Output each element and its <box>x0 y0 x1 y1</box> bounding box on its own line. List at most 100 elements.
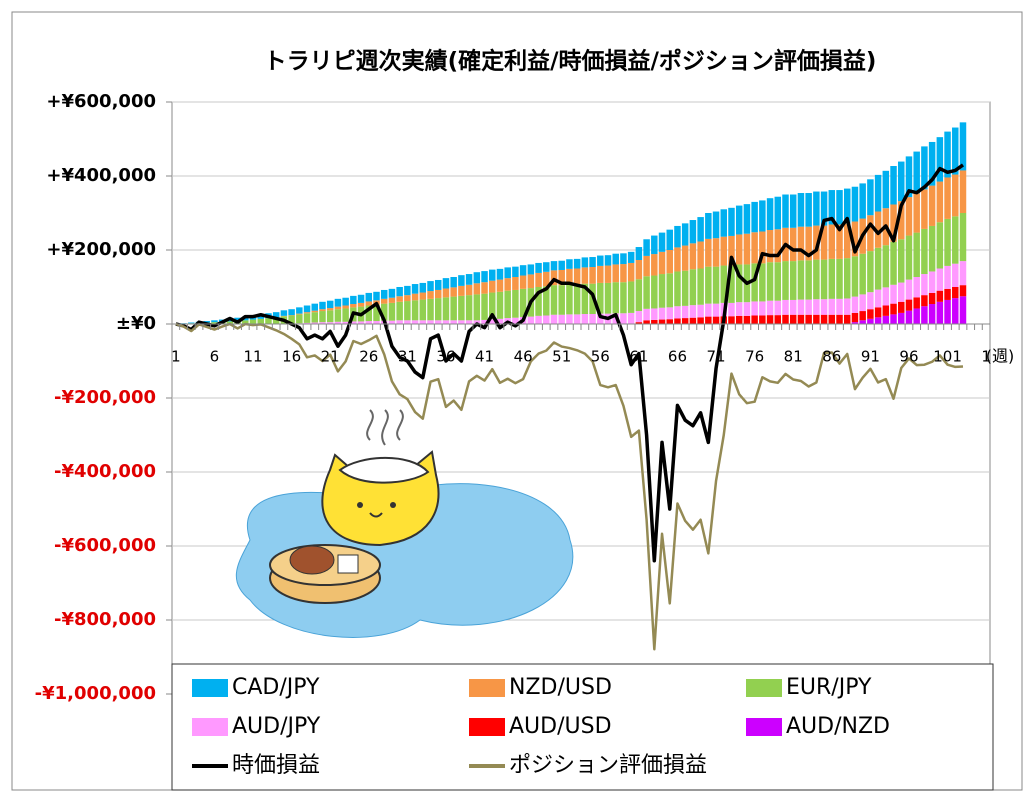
bar <box>906 236 912 280</box>
x-tick-label: 31 <box>398 348 417 366</box>
bar <box>605 266 611 283</box>
y-tick-label: ±¥0 <box>116 313 156 334</box>
bar <box>667 250 673 273</box>
bar <box>412 320 418 324</box>
bar <box>721 209 727 236</box>
bar <box>435 298 441 320</box>
bar <box>667 319 673 324</box>
bar <box>335 307 341 310</box>
bar <box>852 187 858 222</box>
bar <box>435 320 441 324</box>
bar <box>890 242 896 285</box>
bar <box>628 252 634 263</box>
bar <box>396 296 402 302</box>
cup <box>338 555 358 573</box>
bar <box>829 259 835 299</box>
bar <box>543 262 549 272</box>
bar <box>890 314 896 324</box>
bar <box>829 315 835 324</box>
bar <box>883 171 889 208</box>
bar <box>836 259 842 299</box>
bar <box>304 312 310 313</box>
bar <box>512 277 518 290</box>
bar <box>775 262 781 300</box>
bar <box>674 318 680 324</box>
bar <box>736 206 742 235</box>
bar <box>682 306 688 318</box>
bar <box>420 300 426 321</box>
bar <box>466 320 472 324</box>
legend-label: NZD/USD <box>509 675 612 700</box>
x-tick-label: 51 <box>552 348 571 366</box>
legend-label: AUD/JPY <box>232 714 321 739</box>
bar <box>512 267 518 277</box>
bar <box>389 298 395 303</box>
bar <box>512 290 518 318</box>
bar <box>744 204 750 234</box>
bar <box>913 297 919 308</box>
x-tick-label: 96 <box>899 348 918 366</box>
bar <box>312 304 318 311</box>
bar <box>813 299 819 315</box>
bar <box>435 290 441 298</box>
bar <box>682 223 688 245</box>
x-tick-label: 66 <box>668 348 687 366</box>
bar <box>705 267 711 304</box>
bar <box>597 256 603 266</box>
bar <box>582 314 588 324</box>
bar <box>867 251 873 292</box>
bar <box>458 275 464 286</box>
bar <box>751 202 757 232</box>
y-tick-label: -¥200,000 <box>54 387 156 408</box>
bar <box>443 297 449 320</box>
bar <box>775 301 781 315</box>
bar <box>450 320 456 324</box>
bar <box>381 299 387 304</box>
bar <box>458 286 464 296</box>
x-tick-label: 71 <box>707 348 726 366</box>
bar <box>875 290 881 308</box>
bar <box>767 301 773 315</box>
bar <box>921 306 927 324</box>
bar <box>574 269 580 285</box>
bar <box>944 289 950 300</box>
bar <box>759 263 765 301</box>
bar <box>697 305 703 318</box>
bar <box>736 234 742 264</box>
bar <box>427 299 433 320</box>
bar <box>790 261 796 300</box>
chart-title: トラリピ週次実績(確定利益/時価損益/ポジション評価損益) <box>264 48 877 75</box>
bar <box>366 301 372 305</box>
x-tick-label: 101 <box>933 348 962 366</box>
bar <box>636 311 642 322</box>
bar <box>481 282 487 293</box>
bar <box>458 320 464 324</box>
bar <box>489 281 495 293</box>
bar <box>435 280 441 290</box>
bar <box>574 259 580 269</box>
bar <box>636 247 642 260</box>
bar <box>250 320 256 324</box>
bar <box>474 272 480 283</box>
bar <box>767 315 773 324</box>
bar <box>844 315 850 324</box>
x-tick-label: 21 <box>321 348 340 366</box>
bar <box>929 304 935 324</box>
bar <box>466 285 472 295</box>
bar <box>852 297 858 313</box>
bar <box>528 274 534 288</box>
bar <box>929 226 935 272</box>
bar <box>713 304 719 317</box>
bar <box>859 294 865 311</box>
bar <box>890 166 896 204</box>
bar <box>883 245 889 287</box>
bar <box>952 264 958 287</box>
bar <box>744 234 750 265</box>
bar <box>528 264 534 274</box>
bar <box>659 252 665 274</box>
x-tick-label: 36 <box>436 348 455 366</box>
bar <box>944 219 950 266</box>
bar <box>767 198 773 230</box>
bar <box>582 267 588 283</box>
bar <box>558 285 564 315</box>
